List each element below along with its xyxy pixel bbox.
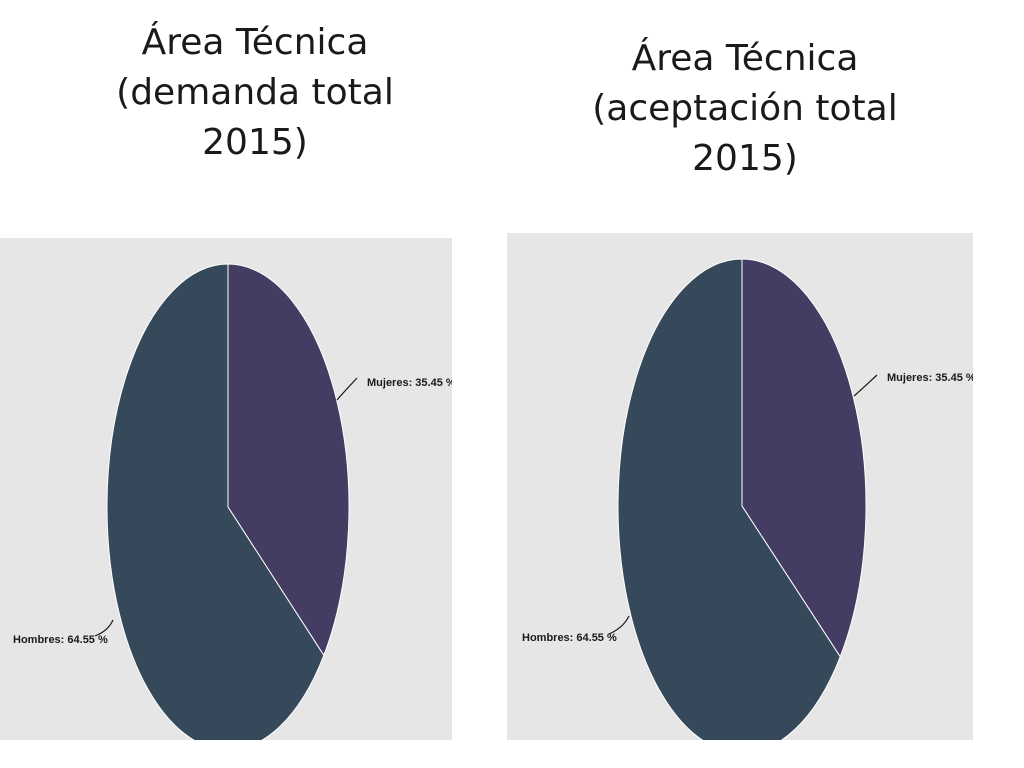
leader-line-mujeres: [336, 377, 358, 401]
pie-svg-aceptacion: Mujeres: 35.45 % Hombres: 64.55 %: [522, 258, 973, 740]
slice-label-mujeres: Mujeres: 35.45 %: [887, 372, 973, 384]
pie-slice-hombres: [617, 258, 841, 740]
pie-slice-mujeres: [741, 258, 867, 658]
pie-chart-aceptacion: Mujeres: 35.45 % Hombres: 64.55 %: [507, 233, 973, 740]
leader-line-hombres: [94, 619, 114, 637]
pie-slice-mujeres: [227, 263, 350, 657]
slice-label-mujeres: Mujeres: 35.45 %: [367, 377, 452, 389]
pie-chart-demanda: Mujeres: 35.45 % Hombres: 64.55 %: [0, 238, 452, 740]
leader-line-hombres: [608, 615, 630, 635]
slice-label-hombres: Hombres: 64.55 %: [522, 632, 617, 644]
leader-line-mujeres: [853, 374, 878, 397]
chart-title-demanda: Área Técnica (demanda total 2015): [116, 22, 394, 163]
pie-slice-hombres: [106, 263, 325, 740]
slice-label-hombres: Hombres: 64.55 %: [13, 634, 108, 646]
chart-title-aceptacion: Área Técnica (aceptación total 2015): [592, 38, 898, 179]
pie-svg-demanda: Mujeres: 35.45 % Hombres: 64.55 %: [13, 263, 452, 740]
